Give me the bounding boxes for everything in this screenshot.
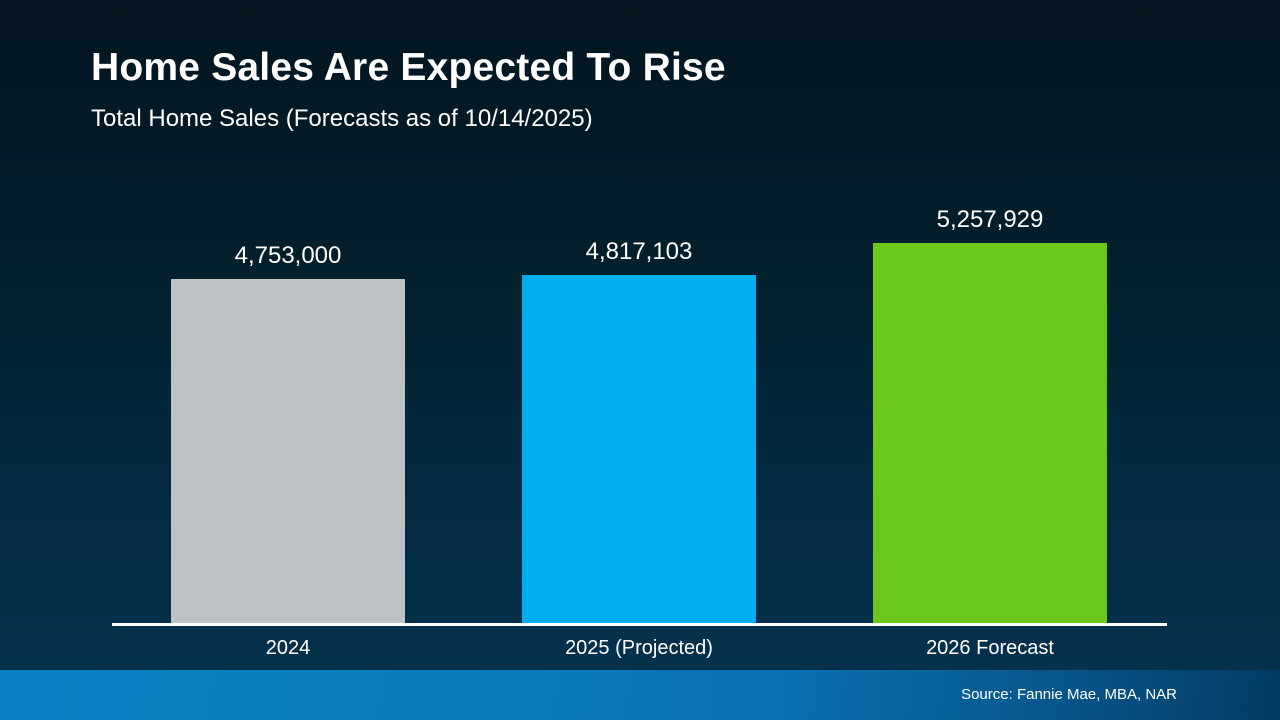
category-label: 2026 Forecast bbox=[926, 637, 1054, 659]
bar-group: 4,753,000 bbox=[171, 242, 405, 624]
bar bbox=[522, 275, 756, 624]
bar-value-label: 5,257,929 bbox=[936, 206, 1044, 233]
category-label: 2025 (Projected) bbox=[565, 637, 713, 659]
page-title: Home Sales Are Expected To Rise bbox=[91, 46, 726, 89]
page-subtitle: Total Home Sales (Forecasts as of 10/14/… bbox=[91, 105, 593, 132]
bar bbox=[171, 279, 405, 624]
category-label: 2024 bbox=[265, 637, 311, 659]
bar-group: 4,817,103 bbox=[522, 238, 756, 624]
bar-group: 5,257,929 bbox=[873, 206, 1107, 624]
x-axis-baseline bbox=[112, 623, 1167, 626]
bar bbox=[873, 243, 1107, 624]
bar-value-label: 4,753,000 bbox=[234, 242, 342, 269]
source-text: Source: Fannie Mae, MBA, NAR bbox=[961, 686, 1177, 703]
footer-bar: Source: Fannie Mae, MBA, NAR bbox=[0, 670, 1280, 720]
bar-value-label: 4,817,103 bbox=[585, 238, 693, 265]
